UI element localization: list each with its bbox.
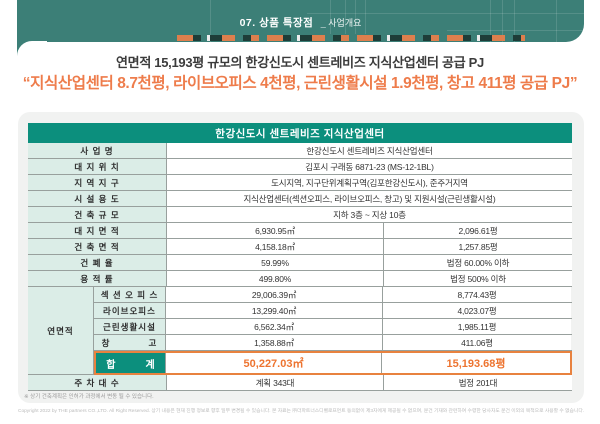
total-value-m2: 50,227.03㎡ [166, 353, 382, 373]
header-subsection-label: _ 사업개요 [320, 18, 362, 28]
row-value-pyeong: 법정 500% 이하 [384, 271, 572, 286]
row-value-pyeong: 4,023.07평 [383, 303, 571, 318]
row-value-pyeong: 1,985.11평 [383, 319, 571, 334]
row-value-planned: 계획 343대 [167, 375, 384, 390]
row-value-m2: 6,562.34㎡ [166, 319, 383, 334]
row-value: 도시지역, 지구단위계획구역(김포한강신도시), 준주거지역 [167, 175, 572, 190]
table-row: 라이브오피스 13,299.40㎡ 4,023.07평 [94, 303, 572, 319]
decorative-grid-line [330, 0, 331, 34]
row-label: 용 적 률 [28, 271, 167, 286]
table-body: 사 업 명 한강신도시 센트레비즈 지식산업센터 대 지 위 치 김포시 구래동 68… [28, 143, 572, 391]
decorative-grid-line [514, 0, 515, 42]
table-row: 건 폐 율 59.99% 법정 60.00% 이하 [28, 255, 572, 271]
row-value-legal: 법정 201대 [384, 375, 572, 390]
decorative-grid-line [210, 0, 211, 42]
decorative-grid-line [556, 0, 557, 42]
decorative-grid-line [345, 0, 346, 34]
table-title: 한강신도시 센트레비즈 지식산업센터 [28, 123, 572, 143]
table-row: 용 적 률 499.80% 법정 500% 이하 [28, 271, 572, 287]
row-value-m2: 6,930.95㎡ [167, 223, 384, 238]
decorative-grid-line [447, 30, 584, 31]
decorative-grid-line [490, 0, 491, 42]
row-value: 지식산업센터(섹션오피스, 라이브오피스, 창고) 및 지원시설(근린생활시설) [167, 191, 572, 206]
decorative-grid-line [307, 13, 584, 14]
header-section-label: 07. 상품 특장점 [239, 17, 314, 29]
row-label: 지 역 지 구 [28, 175, 167, 190]
table-row: 대 지 위 치 김포시 구래동 6871-23 (MS-12-1BL) [28, 159, 572, 175]
table-row: 시 설 용 도 지식산업센터(섹션오피스, 라이브오피스, 창고) 및 지원시설(… [28, 191, 572, 207]
decorative-grid-line [355, 0, 356, 34]
table-row: 섹 션 오 피 스 29,006.39㎡ 8,774.43평 [94, 287, 572, 303]
row-label: 건 축 규 모 [28, 207, 167, 222]
decorative-grid-line [365, 0, 366, 34]
header-title: 07. 상품 특장점 _ 사업개요 [17, 13, 584, 31]
row-label: 시 설 용 도 [28, 191, 167, 206]
row-value-pyeong: 2,096.61평 [384, 223, 572, 238]
row-label: 건 축 면 적 [28, 239, 167, 254]
project-summary-table: 한강신도시 센트레비즈 지식산업센터 사 업 명 한강신도시 센트레비즈 지식산업… [28, 123, 572, 391]
row-value-pyeong: 법정 60.00% 이하 [384, 255, 572, 270]
row-value: 한강신도시 센트레비즈 지식산업센터 [167, 143, 572, 158]
row-label: 섹 션 오 피 스 [94, 287, 166, 302]
row-value-m2: 59.99% [167, 255, 384, 270]
slide-title: 연면적 15,193평 규모의 한강신도시 센트레비즈 지식산업센터 공급 PJ [116, 55, 484, 70]
total-value-pyeong: 15,193.68평 [382, 353, 570, 373]
row-label: 주 차 대 수 [28, 375, 167, 390]
table-row: 대 지 면 적 6,930.95㎡ 2,096.61평 [28, 223, 572, 239]
row-value-pyeong: 8,774.43평 [383, 287, 571, 302]
decorative-grid-line [502, 0, 503, 42]
row-label: 대 지 면 적 [28, 223, 167, 238]
row-label: 대 지 위 치 [28, 159, 167, 174]
row-label: 건 폐 율 [28, 255, 167, 270]
total-label: 합 계 [96, 353, 166, 373]
row-label: 사 업 명 [28, 143, 167, 158]
table-row: 건 축 규 모 지하 3층 ~ 지상 10층 [28, 207, 572, 223]
content-panel: 한강신도시 센트레비즈 지식산업센터 사 업 명 한강신도시 센트레비즈 지식산업… [18, 112, 584, 403]
table-row: 건 축 면 적 4,158.18㎡ 1,257.85평 [28, 239, 572, 255]
row-value: 김포시 구래동 6871-23 (MS-12-1BL) [167, 159, 572, 174]
row-value: 지하 3층 ~ 지상 10층 [167, 207, 572, 222]
area-block: 연면적 섹 션 오 피 스 29,006.39㎡ 8,774.43평 라이브오피스 13,… [28, 287, 572, 375]
row-label: 라이브오피스 [94, 303, 166, 318]
slide-subtitle: “지식산업센터 8.7천평, 라이브오피스 4천평, 근린생활시설 1.9천평,… [22, 75, 578, 92]
copyright: Copyright 2022 by THE partners CO.,LTD. … [18, 409, 585, 414]
row-value-m2: 1,358.88㎡ [166, 335, 383, 350]
row-value-pyeong: 1,257.85평 [384, 239, 572, 254]
row-label: 창 고 [94, 335, 166, 350]
header-band: 07. 상품 특장점 _ 사업개요 [17, 0, 584, 42]
parking-row: 주 차 대 수 계획 343대 법정 201대 [28, 375, 572, 391]
table-row: 사 업 명 한강신도시 센트레비즈 지식산업센터 [28, 143, 572, 159]
table-row: 지 역 지 구 도시지역, 지구단위계획구역(김포한강신도시), 준주거지역 [28, 175, 572, 191]
row-value-m2: 4,158.18㎡ [167, 239, 384, 254]
area-rows: 섹 션 오 피 스 29,006.39㎡ 8,774.43평 라이브오피스 13,299… [94, 287, 572, 375]
row-value-m2: 29,006.39㎡ [166, 287, 383, 302]
area-group-label: 연면적 [28, 287, 94, 375]
header-corner-swoosh [17, 41, 47, 56]
row-value-m2: 13,299.40㎡ [166, 303, 383, 318]
table-row: 창 고 1,358.88㎡ 411.06평 [94, 335, 572, 351]
table-row: 근린생활시설 6,562.34㎡ 1,985.11평 [94, 319, 572, 335]
row-value-m2: 499.80% [167, 271, 384, 286]
row-label: 근린생활시설 [94, 319, 166, 334]
total-row: 합 계 50,227.03㎡ 15,193.68평 [94, 351, 572, 375]
footnote: ※ 상기 건축계획은 인허가 과정에서 변동 될 수 있습니다. [24, 394, 154, 400]
decorative-dash-strip [177, 35, 525, 41]
row-value-pyeong: 411.06평 [383, 335, 571, 350]
